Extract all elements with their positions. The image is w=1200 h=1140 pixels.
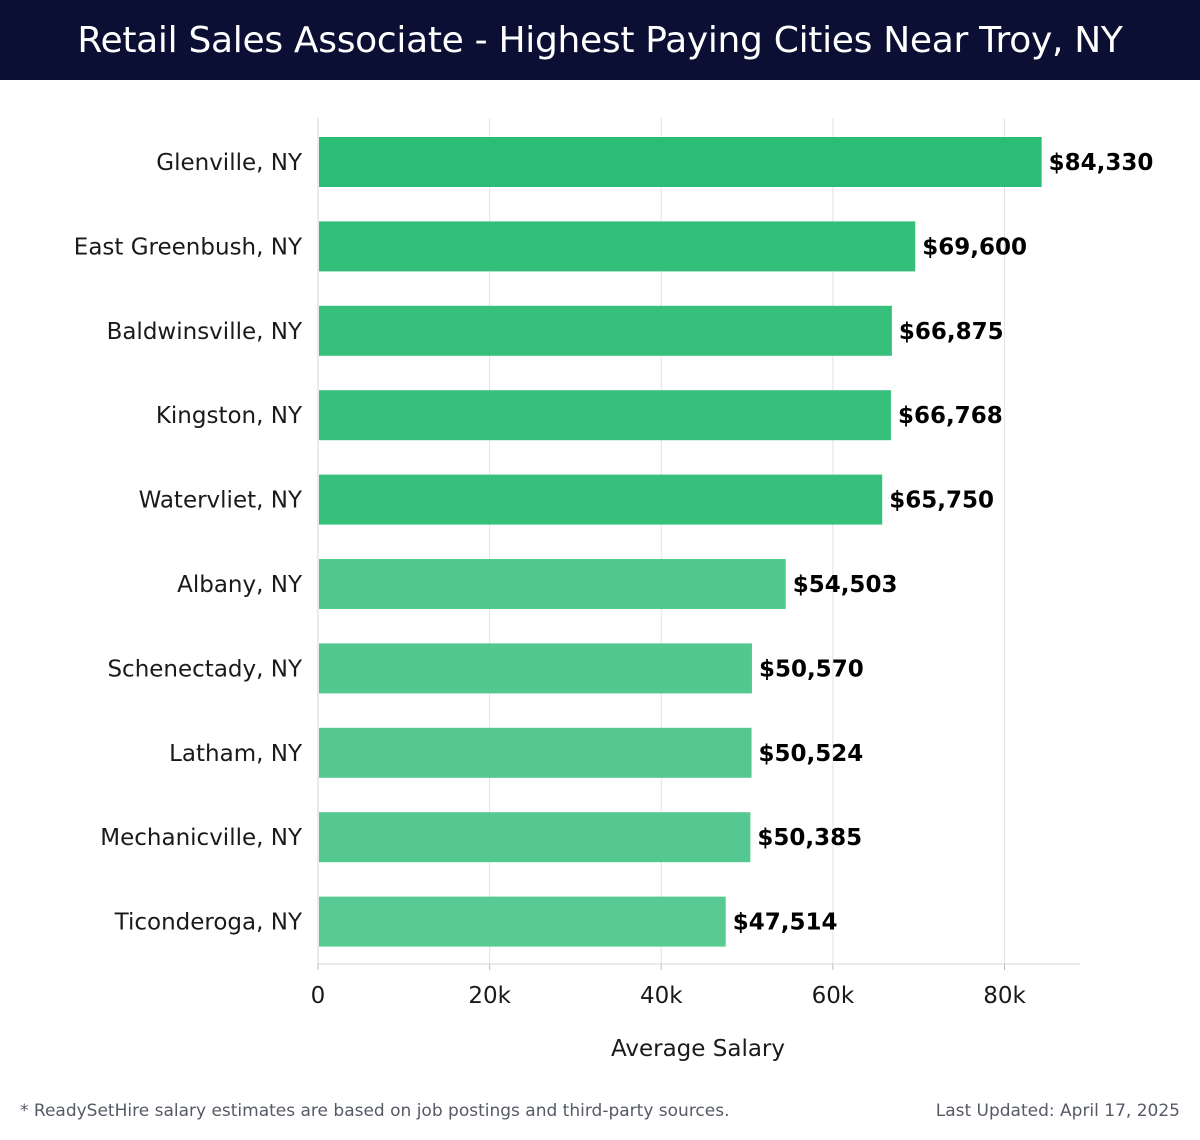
bar: [319, 221, 916, 272]
data-label: $84,330: [1049, 150, 1154, 176]
data-label: $50,385: [757, 825, 862, 851]
data-label: $50,524: [759, 741, 864, 767]
x-tick-label: 0: [311, 983, 326, 1009]
title-bar: Retail Sales Associate - Highest Paying …: [0, 0, 1200, 80]
y-tick-label: East Greenbush, NY: [74, 234, 303, 260]
bar: [319, 896, 726, 947]
x-tick-label: 60k: [812, 983, 855, 1009]
data-label: $69,600: [922, 234, 1027, 260]
y-tick-label: Glenville, NY: [156, 150, 303, 176]
y-tick-label: Schenectady, NY: [107, 656, 302, 682]
y-tick-label: Kingston, NY: [156, 403, 303, 429]
y-tick-label: Mechanicville, NY: [100, 825, 303, 851]
data-label: $66,875: [899, 319, 1004, 345]
chart-title: Retail Sales Associate - Highest Paying …: [77, 19, 1123, 61]
bar: [319, 727, 752, 778]
data-label: $50,570: [759, 656, 864, 682]
data-label: $54,503: [793, 572, 898, 598]
data-label: $47,514: [733, 910, 838, 936]
bar: [319, 137, 1042, 187]
x-tick-label: 20k: [468, 983, 511, 1009]
bar: [319, 812, 751, 863]
bar-chart: $84,330 $69,600 $66,875 $66,768 $65,750 $54,5…: [74, 118, 1154, 1062]
data-label: $65,750: [889, 488, 994, 514]
bar: [319, 390, 891, 441]
y-tick-label: Latham, NY: [169, 741, 303, 767]
bar: [319, 643, 752, 694]
data-label: $66,768: [898, 403, 1003, 429]
footnote: * ReadySetHire salary estimates are base…: [20, 1101, 730, 1121]
y-tick-label: Ticonderoga, NY: [114, 910, 303, 936]
x-tick-label: 40k: [640, 983, 683, 1009]
y-tick-label: Baldwinsville, NY: [107, 319, 303, 345]
y-tick-label: Albany, NY: [177, 572, 303, 598]
x-tick-label: 80k: [983, 983, 1026, 1009]
bar: [319, 559, 786, 609]
bar: [319, 305, 892, 356]
bar: [319, 474, 883, 525]
last-updated: Last Updated: April 17, 2025: [935, 1101, 1180, 1121]
y-tick-label: Watervliet, NY: [139, 488, 303, 514]
x-axis-label: Average Salary: [611, 1036, 785, 1062]
